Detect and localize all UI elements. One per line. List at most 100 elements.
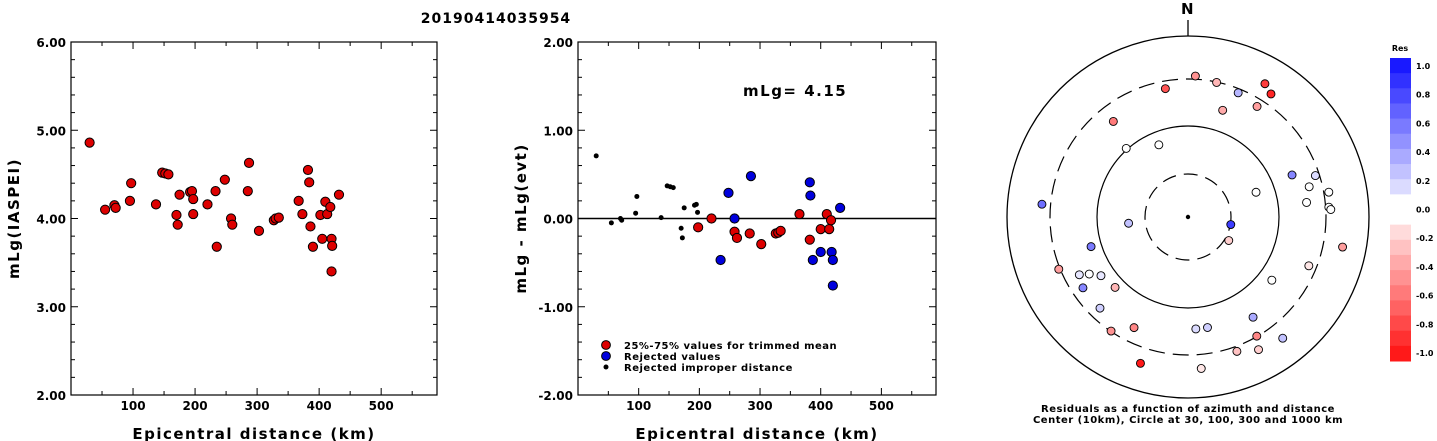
y-axis-label: mLg - mLg(evt) — [512, 143, 530, 293]
circle-300km — [1049, 78, 1327, 356]
colorbar-segment — [1390, 88, 1411, 104]
rejected-point — [827, 280, 838, 291]
colorbar-segment — [1390, 224, 1411, 241]
colorbar-segment — [1390, 58, 1411, 74]
y-tick-label: -1.00 — [538, 301, 573, 315]
station-residual-point — [1124, 218, 1134, 228]
x-tick-label: 500 — [869, 399, 894, 413]
legend-marker — [603, 364, 609, 370]
colorbar-segment — [1390, 270, 1411, 286]
station-residual-point — [1224, 236, 1234, 245]
station-residual-point — [1190, 71, 1200, 81]
magnitude-vs-distance-chart: 100 200 300 400 500 2.00 3.00 4.00 5.00 6.00 Epice… — [5, 36, 438, 441]
station-point — [100, 204, 111, 215]
x-tick-label: 100 — [121, 399, 146, 413]
improper-distance-point — [593, 153, 599, 159]
station-residual-point — [1096, 271, 1106, 281]
colorbar-segment — [1390, 254, 1411, 271]
rejected-point — [807, 254, 818, 266]
station-residual-point — [1191, 324, 1201, 334]
station-residual-point — [1203, 323, 1212, 332]
colorbar-tick-label: 0.0 — [1416, 206, 1431, 215]
rejected-point — [745, 171, 757, 182]
colorbar-segment — [1390, 179, 1411, 195]
y-tick-label: 5.00 — [36, 124, 66, 138]
colorbar-segment — [1390, 285, 1411, 301]
station-residual-point — [1252, 331, 1262, 341]
station-point — [84, 137, 95, 148]
station-point — [804, 234, 815, 245]
station-point — [302, 164, 314, 176]
y-tick-label: 2.00 — [36, 389, 66, 403]
station-point — [150, 199, 162, 210]
colorbar-title: Res — [1392, 44, 1409, 53]
station-residual-point — [1287, 170, 1297, 180]
colorbar-segment — [1390, 133, 1411, 150]
x-tick-label: 300 — [748, 399, 773, 413]
x-axis-label: Epicentral distance (km) — [635, 425, 878, 441]
legend-label: Rejected values — [624, 352, 721, 363]
station-residual-point — [1078, 283, 1088, 293]
improper-distance-point — [679, 235, 685, 241]
station-residual-point — [1074, 270, 1084, 280]
station-residual-point — [1129, 323, 1139, 333]
colorbar-segment — [1390, 330, 1411, 347]
colorbar-segment — [1390, 118, 1411, 135]
y-tick-label: 6.00 — [36, 36, 66, 50]
station-point — [172, 219, 183, 230]
colorbar-tick-label: -1.0 — [1416, 349, 1434, 358]
improper-distance-point — [608, 220, 614, 226]
station-point — [242, 186, 253, 197]
station-residual-point — [1252, 102, 1262, 111]
station-residual-point — [1154, 140, 1164, 150]
station-point — [305, 221, 316, 232]
x-axis-label: Epicentral distance (km) — [132, 425, 375, 441]
station-point — [744, 228, 755, 239]
plot-frame — [70, 41, 438, 396]
station-residual-point — [1310, 171, 1320, 181]
station-point — [693, 222, 704, 233]
station-residual-point — [1086, 242, 1096, 252]
improper-distance-point — [695, 209, 701, 215]
x-tick-label: 400 — [307, 399, 332, 413]
station-residual-point — [1196, 364, 1206, 373]
improper-distance-point — [670, 185, 676, 191]
station-point — [794, 208, 805, 220]
residual-vs-distance-chart: 100 200 300 400 500 -2.00 -1.00 0.00 1.00 2.00 Epi… — [512, 36, 937, 441]
colorbar-tick-label: 0.4 — [1416, 148, 1431, 157]
station-residual-point — [1054, 264, 1064, 274]
station-point — [219, 174, 230, 185]
station-residual-point — [1160, 84, 1170, 94]
colorbar-tick-label: -0.4 — [1416, 263, 1434, 272]
station-residual-point — [1110, 282, 1120, 292]
station-residual-point — [1037, 199, 1047, 209]
station-point — [333, 189, 345, 200]
improper-distance-point — [678, 225, 684, 231]
rejected-point — [815, 246, 826, 258]
azimuth-residual-polar-plot: N Residuals as a function of azimuth and … — [1006, 0, 1370, 426]
station-point — [327, 240, 338, 251]
colorbar-tick-label: 0.8 — [1416, 91, 1431, 100]
station-point — [188, 193, 199, 205]
station-point — [188, 208, 199, 220]
legend-label: 25%-75% values for trimmed mean — [624, 341, 837, 352]
y-tick-label: 2.00 — [543, 36, 573, 50]
station-residual-point — [1232, 346, 1242, 356]
station-residual-point — [1304, 182, 1314, 192]
colorbar-segment — [1390, 300, 1411, 317]
station-point — [293, 195, 304, 206]
station-point — [227, 219, 238, 230]
station-residual-point — [1302, 197, 1312, 207]
station-point — [253, 225, 265, 236]
rejected-point — [835, 202, 846, 214]
station-residual-point — [1226, 220, 1236, 229]
figure-title: 20190414035954 — [421, 11, 571, 27]
station-point — [174, 189, 185, 200]
station-residual-point — [1254, 345, 1263, 355]
polar-caption-line2: Center (10km), Circle at 30, 100, 300 an… — [1033, 415, 1343, 426]
colorbar-segment — [1390, 148, 1411, 165]
residual-colorbar: Res 1.0 0.8 0.6 0.4 0.2 0.0 -0.2 -0.4 -0.6 -0.8 -1.… — [1390, 44, 1434, 362]
x-tick-label: 100 — [626, 399, 651, 413]
improper-distance-point — [693, 201, 699, 207]
station-point — [210, 186, 221, 197]
